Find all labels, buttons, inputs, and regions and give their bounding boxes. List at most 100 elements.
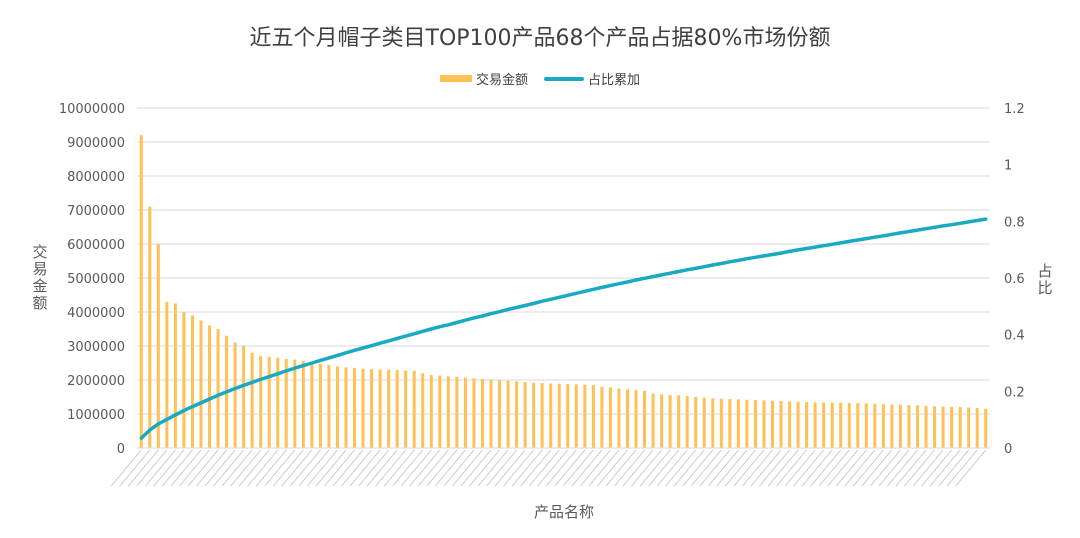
y-tick-label: 6000000: [67, 238, 125, 253]
bar: [933, 406, 937, 448]
bar: [310, 362, 314, 448]
bar: [643, 390, 647, 448]
bar: [395, 370, 399, 448]
bar: [830, 402, 834, 448]
bar: [199, 320, 203, 448]
x-tick-label: [315, 449, 347, 487]
bar: [796, 401, 800, 448]
bar: [984, 408, 988, 448]
bar: [924, 405, 928, 448]
x-tick-label: [580, 449, 611, 487]
y2-tick-label: 1: [1004, 159, 1012, 174]
bar: [549, 383, 553, 448]
x-tick-label: [264, 449, 296, 487]
y-tick-label: 3000000: [67, 340, 125, 355]
y-tick-label: 7000000: [67, 204, 125, 219]
bar: [788, 401, 792, 448]
x-tick-label: [187, 449, 219, 487]
bar: [975, 407, 979, 448]
x-tick-label: [435, 449, 466, 487]
y2-tick-label: 0.4: [1004, 329, 1025, 344]
bar: [557, 383, 561, 448]
y-tick-label: 9000000: [67, 136, 125, 151]
x-tick-label: [307, 449, 338, 487]
x-tick-label: [776, 449, 807, 487]
y2-axis-label: 占比: [1037, 262, 1052, 297]
x-tick-label: [690, 449, 722, 487]
y2-tick-label: 0: [1004, 442, 1012, 457]
x-tick-label: [162, 449, 193, 487]
bar: [634, 390, 638, 448]
x-tick-label: [853, 449, 884, 487]
bar-series: [139, 135, 988, 448]
bar: [728, 399, 732, 448]
x-tick-label: [511, 449, 543, 487]
bar: [881, 404, 885, 448]
legend-item-line[interactable]: 占比累加: [544, 69, 640, 88]
bar: [353, 368, 357, 448]
x-tick-label: [938, 449, 969, 487]
x-tick-label: [418, 449, 449, 487]
bar: [173, 303, 177, 448]
bar: [165, 301, 169, 448]
x-tick-label: [946, 449, 978, 487]
legend-item-bar[interactable]: 交易金额: [439, 69, 528, 88]
x-tick-label: [571, 449, 603, 487]
x-tick-label: [682, 449, 714, 487]
y2-tick-label: 0.6: [1004, 272, 1025, 287]
y-tick-label: 0: [117, 442, 125, 457]
bar: [378, 369, 382, 448]
x-tick-label: [196, 449, 227, 487]
x-tick-label: [409, 449, 441, 487]
x-tick-label: [725, 449, 756, 487]
x-tick-label: [281, 449, 313, 487]
bar: [736, 399, 740, 448]
bar: [608, 387, 612, 448]
x-tick-label: [708, 449, 739, 487]
x-tick-label: [213, 449, 244, 487]
x-tick-label: [366, 449, 398, 487]
x-tick-label: [426, 449, 458, 487]
x-tick-label: [554, 449, 586, 487]
x-tick-label: [375, 449, 407, 487]
x-tick-label: [545, 449, 577, 487]
x-tick-label: [742, 449, 773, 487]
x-tick-label: [810, 449, 842, 487]
bar: [438, 375, 442, 448]
x-tick-label: [247, 449, 279, 487]
bar: [429, 374, 433, 448]
x-tick-label: [537, 449, 569, 487]
x-tick-label: [955, 449, 987, 487]
bar: [915, 405, 919, 448]
bar: [711, 398, 715, 448]
x-tick-label: [801, 449, 833, 487]
bar: [293, 359, 297, 448]
x-tick-label: [605, 449, 637, 487]
bar: [455, 376, 459, 448]
bar: [898, 404, 902, 448]
x-tick-label: [204, 449, 236, 487]
x-tick-label: [904, 449, 935, 487]
x-tick-label: [759, 449, 790, 487]
bar: [813, 402, 817, 448]
x-tick-label: [827, 449, 859, 487]
bar: [139, 135, 143, 448]
x-tick-label: [588, 449, 620, 487]
y-tick-label: 8000000: [67, 170, 125, 185]
bar: [625, 389, 629, 448]
x-tick-label: [750, 449, 782, 487]
y2-tick-label: 1.2: [1004, 102, 1025, 117]
x-tick-label: [622, 449, 654, 487]
x-tick-label: [392, 449, 424, 487]
legend-swatch-line: [544, 76, 584, 81]
y2-tick-label: 0.8: [1004, 215, 1025, 230]
x-tick-label: [921, 449, 952, 487]
x-tick-label: [870, 449, 901, 487]
x-tick-label: [341, 449, 372, 487]
y-tick-label: 2000000: [67, 374, 125, 389]
bar: [489, 379, 493, 448]
bar: [770, 400, 774, 448]
bar: [259, 356, 263, 448]
bar: [822, 402, 826, 448]
x-tick-label: [179, 449, 210, 487]
